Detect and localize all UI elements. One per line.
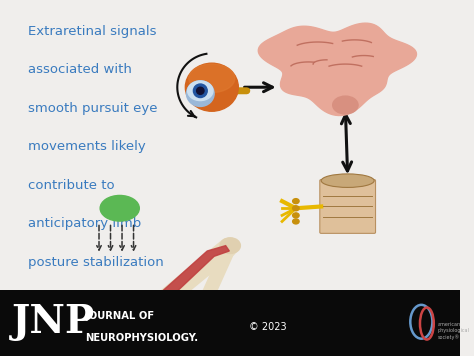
Text: american
physiological
society®: american physiological society® [438, 322, 469, 340]
FancyBboxPatch shape [320, 180, 375, 234]
Ellipse shape [197, 87, 204, 94]
Text: movements likely: movements likely [27, 140, 146, 153]
Text: © 2023: © 2023 [249, 322, 286, 332]
Ellipse shape [185, 63, 238, 111]
Ellipse shape [188, 81, 213, 101]
Ellipse shape [193, 84, 207, 98]
Circle shape [220, 238, 240, 253]
Text: Extraretinal signals: Extraretinal signals [27, 25, 156, 38]
Text: anticipatory limb: anticipatory limb [27, 217, 141, 230]
Ellipse shape [333, 96, 358, 114]
Text: posture stabilization: posture stabilization [27, 256, 164, 269]
Text: NEUROPHYSIOLOGY.: NEUROPHYSIOLOGY. [85, 333, 198, 342]
FancyArrowPatch shape [159, 247, 228, 304]
Circle shape [292, 199, 299, 204]
Ellipse shape [180, 324, 198, 335]
Circle shape [292, 219, 299, 224]
Text: smooth pursuit eye: smooth pursuit eye [27, 102, 157, 115]
Ellipse shape [100, 195, 139, 221]
FancyArrowPatch shape [194, 248, 229, 325]
FancyBboxPatch shape [0, 290, 461, 356]
Ellipse shape [189, 64, 235, 93]
Polygon shape [258, 23, 417, 115]
Text: JNP: JNP [11, 303, 95, 341]
Text: associated with: associated with [27, 63, 131, 77]
Text: contribute to: contribute to [27, 179, 114, 192]
Text: JOURNAL OF: JOURNAL OF [85, 312, 155, 321]
Circle shape [292, 213, 299, 218]
Circle shape [292, 206, 299, 211]
Ellipse shape [142, 294, 172, 315]
Polygon shape [156, 246, 229, 303]
Ellipse shape [186, 81, 214, 106]
Ellipse shape [321, 174, 374, 188]
